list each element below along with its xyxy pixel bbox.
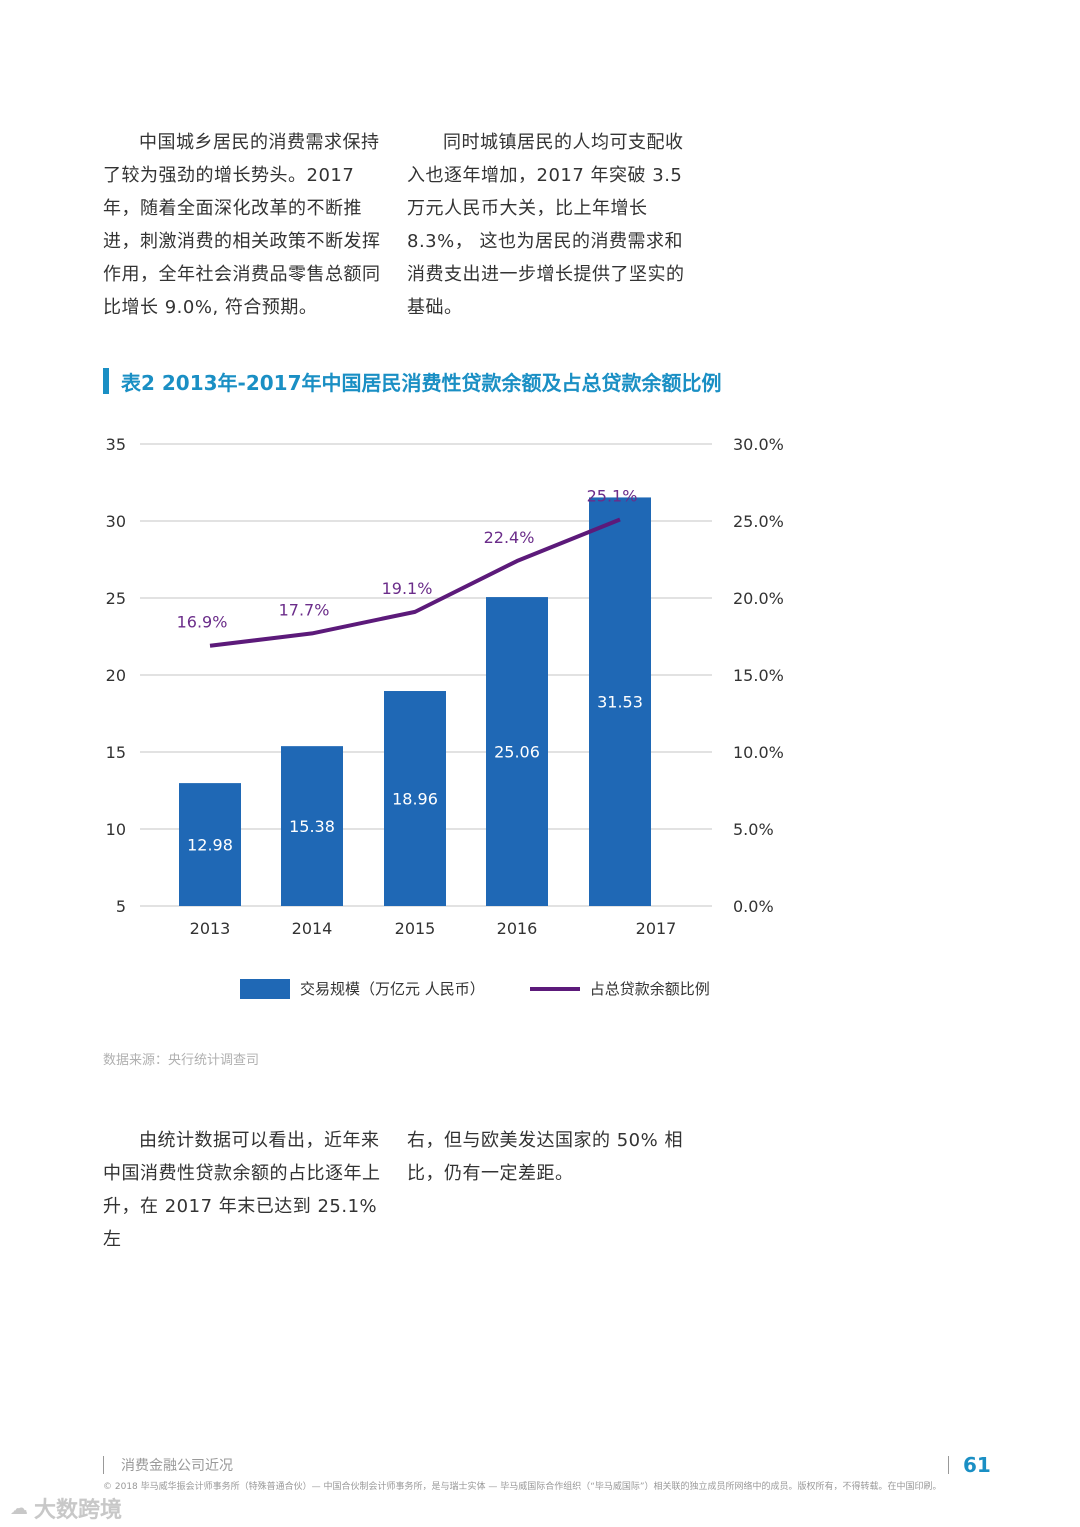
line-value-label: 25.1%	[587, 486, 638, 505]
ratio-line	[209, 517, 621, 648]
left-axis-tick-label: 15	[106, 743, 126, 762]
paragraph-consumer-demand: 中国城乡居民的消费需求保持了较为强劲的增长势头。2017 年，随着全面深化改革的…	[103, 132, 381, 318]
line-value-label: 16.9%	[177, 613, 228, 632]
x-axis-tick-label: 2014	[292, 919, 333, 938]
bar	[486, 597, 548, 906]
left-axis-tick-label: 30	[106, 512, 126, 531]
right-axis-tick-label: 0.0%	[733, 897, 774, 916]
paragraph-disposable-income: 同时城镇居民的人均可支配收入也逐年增加，2017 年突破 3.5 万元人民币大关…	[407, 132, 685, 318]
x-axis-tick-label: 2017	[636, 919, 677, 938]
chart-title-text: 表2 2013年-2017年中国居民消费性贷款余额及占总贷款余额比例	[121, 370, 722, 395]
footer-divider	[103, 1456, 104, 1474]
bar-value-label: 18.96	[392, 790, 438, 809]
bar-value-label: 15.38	[289, 817, 335, 836]
paragraph-loan-share-cont: 右，但与欧美发达国家的 50% 相比，仍有一定差距。	[407, 1130, 683, 1184]
page-number: 61	[963, 1453, 991, 1477]
data-source: 数据来源：央行统计调查司	[103, 1053, 260, 1068]
watermark: ☁ 大数跨境	[10, 1492, 122, 1524]
bar-value-label: 31.53	[597, 693, 643, 712]
left-axis-tick-label: 20	[106, 666, 126, 685]
left-axis-tick-label: 5	[116, 897, 126, 916]
bar	[281, 746, 343, 906]
left-axis-tick-label: 10	[106, 820, 126, 839]
bar-value-label: 12.98	[187, 836, 233, 855]
bar	[589, 497, 651, 906]
watermark-text: 大数跨境	[34, 1498, 123, 1523]
footer-divider-right	[948, 1456, 949, 1474]
cloud-chat-icon: ☁	[10, 1497, 28, 1519]
line-value-label: 19.1%	[382, 579, 433, 598]
right-axis-tick-label: 30.0%	[733, 435, 784, 454]
right-axis-tick-label: 5.0%	[733, 820, 774, 839]
paragraph-loan-share: 由统计数据可以看出，近年来中国消费性贷款余额的占比逐年上升，在 2017 年末已…	[103, 1130, 381, 1250]
right-axis-tick-label: 10.0%	[733, 743, 784, 762]
bar-value-label: 25.06	[494, 743, 540, 762]
left-axis-tick-label: 35	[106, 435, 126, 454]
x-axis-tick-label: 2013	[190, 919, 231, 938]
consumer-loan-chart: 5 0.0% 10 5.0% 15 10.0% 20 15.0% 25 20.0% 30 25.0% 3…	[106, 435, 784, 938]
chart-legend: 交易规模（万亿元 人民币） 占总贷款余额比例	[240, 978, 710, 999]
line-value-label: 22.4%	[484, 528, 535, 547]
right-axis-tick-label: 15.0%	[733, 666, 784, 685]
footer-section-title: 消费金融公司近况	[121, 1458, 233, 1474]
x-axis-tick-label: 2016	[497, 919, 538, 938]
right-axis-tick-label: 25.0%	[733, 512, 784, 531]
copyright-notice: © 2018 毕马威华振会计师事务所（特殊普通合伙）— 中国合伙制会计师事务所，…	[103, 1482, 942, 1492]
right-axis-tick-label: 20.0%	[733, 589, 784, 608]
legend-line-label: 占总贷款余额比例	[589, 980, 710, 998]
legend-line-swatch	[529, 986, 580, 991]
line-value-label: 17.7%	[279, 600, 330, 619]
x-axis-tick-label: 2015	[395, 919, 436, 938]
legend-bar-swatch	[240, 978, 290, 999]
bar	[384, 691, 446, 906]
chart-title: 表2 2013年-2017年中国居民消费性贷款余额及占总贷款余额比例	[103, 366, 722, 396]
legend-bar-label: 交易规模（万亿元 人民币）	[300, 980, 485, 998]
bar	[179, 783, 241, 906]
title-accent-bar	[103, 368, 109, 394]
page-footer: 消费金融公司近况 61	[103, 1453, 993, 1477]
left-axis-tick-label: 25	[106, 589, 126, 608]
